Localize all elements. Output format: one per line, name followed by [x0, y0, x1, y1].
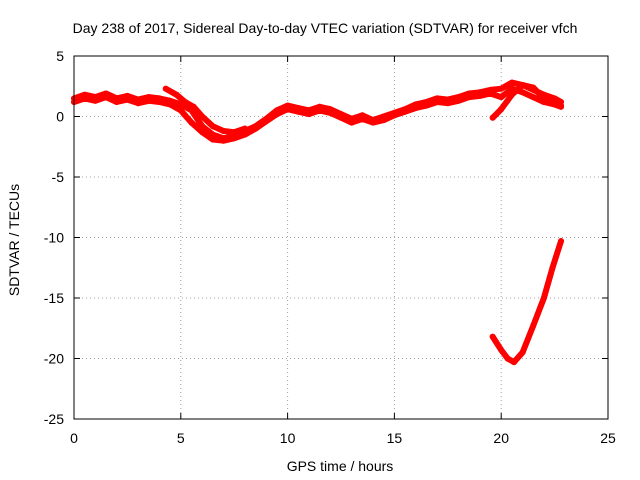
data-point [231, 129, 238, 136]
data-point [504, 355, 511, 362]
data-point [252, 125, 259, 132]
data-point [412, 105, 419, 111]
data-point [167, 101, 174, 108]
x-tick-label: 0 [70, 430, 78, 446]
x-tick-label: 15 [387, 430, 403, 446]
data-point [220, 137, 227, 144]
data-point [263, 118, 270, 125]
data-point [498, 106, 505, 113]
data-point [498, 85, 505, 92]
data-point [434, 99, 441, 105]
data-point [444, 100, 451, 107]
y-tick-label: -25 [44, 411, 64, 427]
y-tick-label: 5 [56, 48, 64, 64]
data-point [530, 84, 537, 91]
data-point [199, 113, 206, 120]
data-point [391, 112, 398, 119]
data-point [156, 99, 163, 105]
data-point [135, 100, 142, 107]
data-point [540, 95, 547, 102]
data-point [124, 96, 131, 103]
data-point [359, 115, 366, 122]
data-point [113, 99, 120, 105]
data-point [487, 90, 494, 97]
y-tick-label: -15 [44, 290, 64, 306]
data-point [423, 102, 430, 109]
data-point [284, 106, 291, 113]
data-point [551, 101, 558, 108]
data-point [466, 94, 473, 101]
data-point [177, 107, 184, 114]
series-line-trace-5 [489, 238, 564, 366]
data-point [145, 97, 152, 104]
data-point [273, 111, 280, 118]
chart-title: Day 238 of 2017, Sidereal Day-to-day VTE… [73, 20, 578, 36]
data-point [540, 295, 547, 301]
data-point [241, 125, 248, 132]
data-point [370, 119, 376, 126]
data-point [306, 111, 312, 118]
data-point [489, 333, 496, 340]
data-point [519, 89, 526, 96]
x-tick-label: 10 [280, 430, 296, 446]
data-point [511, 359, 517, 366]
y-tick-label: -10 [44, 230, 64, 246]
data-point [190, 103, 197, 110]
x-axis-label: GPS time / hours [287, 458, 394, 474]
data-point [558, 238, 564, 245]
data-point [81, 95, 88, 102]
data-point [103, 94, 109, 101]
data-point [182, 99, 189, 105]
x-tick-label: 25 [600, 430, 616, 446]
data-point [241, 131, 248, 138]
data-point [519, 349, 526, 356]
x-tick-label: 5 [177, 430, 185, 446]
data-point [519, 82, 526, 88]
data-point [476, 92, 483, 99]
data-point [220, 128, 227, 134]
data-point [455, 97, 462, 104]
data-point [489, 114, 496, 121]
data-point [549, 264, 556, 271]
data-point [551, 95, 558, 102]
data-point [209, 136, 216, 143]
data-point [162, 85, 169, 92]
data-point [348, 119, 355, 126]
data-point [402, 108, 409, 115]
axis-ticks: 0 5 10 15 20 25 5 0 -5 -10 -15 -20 -25 [44, 48, 616, 446]
series-group [71, 79, 564, 366]
data-point [498, 94, 505, 101]
data-point [188, 119, 195, 126]
data-point [199, 129, 206, 136]
data-point [295, 108, 302, 115]
data-point [508, 91, 515, 98]
y-tick-label: -20 [44, 351, 64, 367]
y-tick-label: -5 [52, 169, 65, 185]
data-point [316, 107, 323, 114]
x-tick-label: 20 [493, 430, 509, 446]
data-point [530, 322, 537, 329]
data-point [508, 79, 515, 86]
y-axis-label: SDTVAR / TECUs [6, 184, 22, 296]
data-point [209, 123, 216, 130]
data-point [173, 91, 180, 98]
data-point [327, 109, 334, 116]
data-point [231, 135, 238, 142]
data-point [498, 347, 505, 353]
data-point [558, 102, 564, 109]
data-point [338, 114, 344, 121]
data-point [92, 97, 99, 104]
grid [74, 56, 608, 419]
plot-frame [73, 55, 609, 420]
y-tick-label: 0 [56, 109, 64, 125]
data-point [530, 94, 537, 101]
data-point [380, 117, 387, 124]
